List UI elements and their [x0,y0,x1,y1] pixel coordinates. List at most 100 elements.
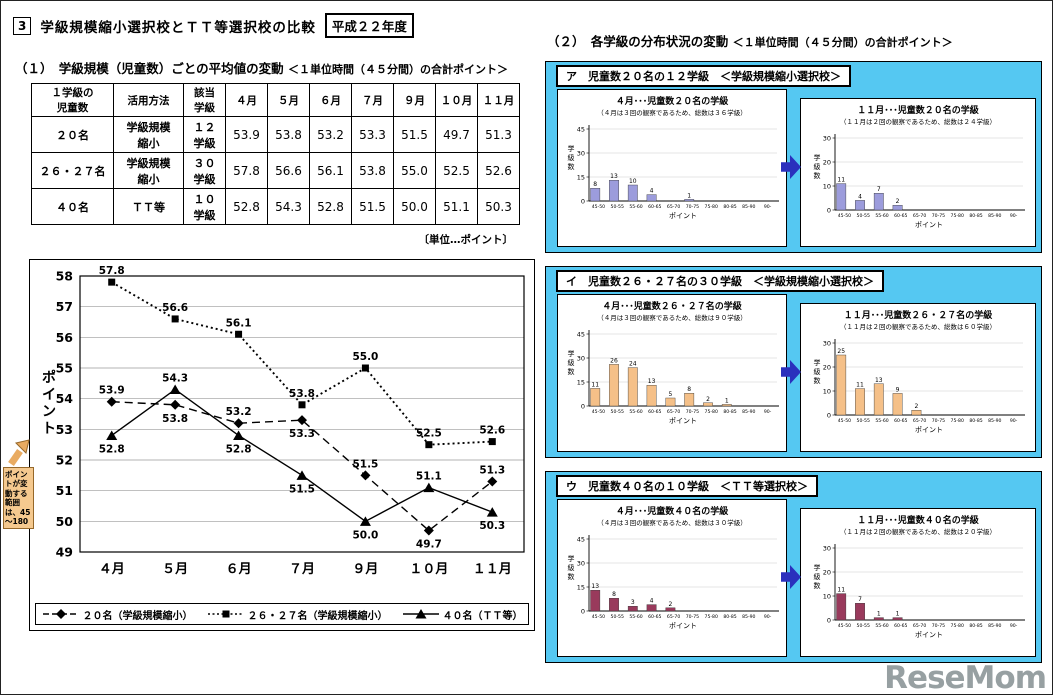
svg-text:75-80: 75-80 [951,623,964,629]
svg-text:85-90: 85-90 [742,409,755,415]
panel-c-label: ウ 児童数４０名の１０学級 ＜ＴＴ等選択校＞ [556,475,818,497]
section2-note: ＜１単位時間（４５分間）の合計ポイント＞ [732,36,953,49]
svg-text:30: 30 [823,544,831,552]
table-cell: 51.5 [351,188,394,225]
svg-text:55-60: 55-60 [875,623,888,629]
svg-text:50-55: 50-55 [857,418,870,424]
svg-text:53.8: 53.8 [162,413,188,425]
bar-chart-title: ４月･･･児童数２６・２７名の学級 [602,302,742,312]
svg-text:数: 数 [814,376,821,385]
line-chart-legend: ２０名（学級規模縮小） ２６・２７名（学級規模縮小） ４０名（ＴＴ等） [35,603,529,625]
svg-text:学: 学 [568,554,575,563]
svg-text:53.9: 53.9 [99,385,125,397]
bar-chart-subtitle: （４月は３回の観察であるため、総数は９０学級） [597,314,747,322]
svg-text:45: 45 [577,330,585,338]
svg-text:56: 56 [56,330,74,345]
svg-text:7: 7 [877,186,881,193]
bar-chart-title: ４月･･･児童数２０名の学級 [615,97,729,107]
section2-title: （２） 各学級の分布状況の変動 [547,34,729,49]
table-row: ２０名 学級規模 縮小 １２ 学級 53.9 53.8 53.2 53.3 51.5 49.7 5… [31,116,520,153]
svg-text:51: 51 [56,483,73,498]
svg-text:80-85: 80-85 [723,409,736,415]
table-cell: ３０ 学級 [183,152,226,189]
svg-text:級: 級 [814,162,821,171]
svg-text:52.6: 52.6 [479,425,505,437]
svg-text:10: 10 [823,182,831,190]
svg-text:53.3: 53.3 [289,428,315,440]
svg-text:58: 58 [56,269,73,284]
page-title: 学級規模縮小選択校とＴＴ等選択校の比較 [40,19,316,36]
svg-text:20: 20 [823,158,831,166]
svg-text:75-80: 75-80 [705,409,718,415]
column-header: ４月 [225,83,268,117]
svg-text:50.0: 50.0 [352,529,378,541]
svg-text:50-55: 50-55 [611,614,624,620]
svg-text:55-60: 55-60 [629,614,642,620]
bar-chart-subtitle: （４月は３回の観察であるため、総数は３０学級） [597,519,747,527]
chart-card-c-november: １１月･･･児童数４０名の学級 （１１月は２回の観察であるため、総数は２０学級）… [800,508,1036,657]
svg-text:30: 30 [577,354,585,362]
svg-text:７月: ７月 [289,562,315,577]
svg-text:50-55: 50-55 [857,623,870,629]
svg-text:数: 数 [568,162,575,171]
svg-text:70-75: 70-75 [932,623,945,629]
column-header: １０月 [435,83,478,117]
svg-text:56.6: 56.6 [162,302,188,314]
panel-a-label: ア 児童数２０名の１２学級 ＜学級規模縮小選択校＞ [556,65,851,87]
svg-text:25: 25 [837,348,845,355]
table-cell: 学級規模 縮小 [113,116,184,153]
svg-text:0: 0 [827,411,831,419]
table-cell: 49.7 [435,116,478,153]
svg-text:20: 20 [823,363,831,371]
svg-text:8: 8 [687,386,691,393]
bar-chart-title: １１月･･･児童数４０名の学級 [857,516,979,526]
bar-chart-subtitle: （１１月は２回の観察であるため、総数は６０学級） [840,323,996,331]
svg-text:90-: 90- [1010,623,1018,629]
svg-text:ポイント: ポイント [669,212,697,220]
svg-text:65-70: 65-70 [913,213,926,219]
svg-text:55-60: 55-60 [875,418,888,424]
bar-chart-b-november: 0 10 20 30 25 45-50 11 50-55 13 55-60 9 60-65 2 65-70… [814,339,1025,434]
svg-text:ポイント: ポイント [915,426,943,434]
table-cell: １０ 学級 [183,188,226,225]
table-cell: 52.8 [309,188,352,225]
diamond-marker-icon [42,609,79,619]
svg-text:60-65: 60-65 [894,623,907,629]
column-header: ６月 [309,83,352,117]
svg-text:45-50: 45-50 [592,614,605,620]
svg-text:49: 49 [56,545,73,560]
svg-text:54: 54 [56,391,74,406]
table-cell: 52.6 [477,152,520,189]
svg-text:ポ: ポ [42,369,56,386]
svg-text:2: 2 [896,198,900,205]
svg-text:55-60: 55-60 [629,204,642,210]
legend-item: ２６・２７名（学級規模縮小） [207,607,388,622]
table-cell: 51.3 [477,116,520,153]
svg-text:50-55: 50-55 [857,213,870,219]
svg-text:51.5: 51.5 [289,483,315,495]
svg-text:52: 52 [56,453,73,468]
svg-text:級: 級 [568,358,575,367]
svg-text:イ: イ [42,387,56,403]
svg-text:85-90: 85-90 [988,418,1001,424]
table-cell: 52.8 [225,188,268,225]
table-cell: ４０名 [31,188,114,225]
svg-text:11: 11 [591,381,599,388]
line-chart-panel: 49 50 51 52 53 54 55 56 57 58 ４月 ５月 ６月 ７月 ９月 １０月 １１月 ポイント… [29,259,535,631]
svg-text:11: 11 [856,382,864,389]
svg-text:10: 10 [823,592,831,600]
svg-text:2: 2 [668,601,672,608]
column-header: ７月 [351,83,394,117]
bar-chart-subtitle: （１１月は２回の観察であるため、総数は２４学級） [840,118,996,126]
svg-text:65-70: 65-70 [913,623,926,629]
svg-text:５月: ５月 [162,562,188,577]
svg-text:15: 15 [577,583,585,591]
svg-text:75-80: 75-80 [951,213,964,219]
svg-text:54.3: 54.3 [162,372,188,384]
svg-text:45: 45 [577,125,585,133]
svg-text:53.8: 53.8 [289,388,315,400]
table-cell: 53.2 [309,116,352,153]
svg-text:65-70: 65-70 [667,409,680,415]
svg-text:4: 4 [858,193,862,200]
svg-text:80-85: 80-85 [969,623,982,629]
